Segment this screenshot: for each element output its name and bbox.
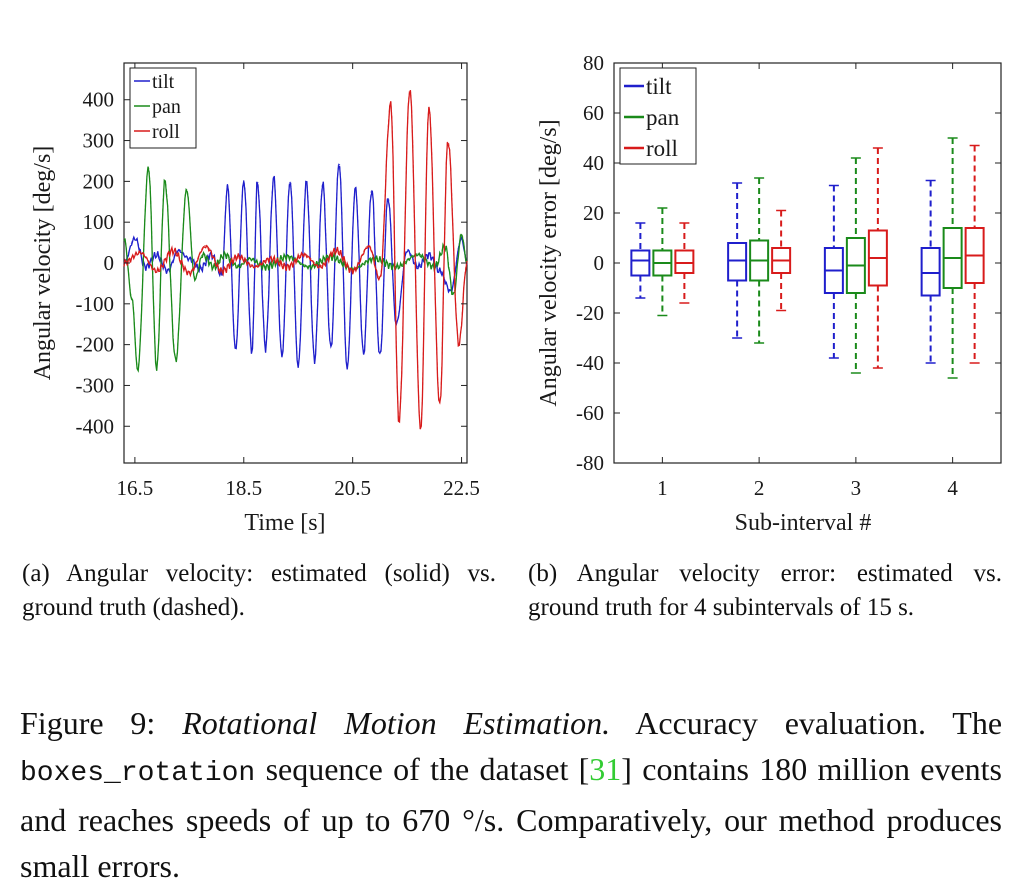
panel-b-legend: tilt pan roll [619,67,697,165]
y-tick-label: -40 [576,351,604,375]
box-tilt-interval-3 [823,184,844,359]
box-tilt-interval-2 [727,182,748,339]
box-roll-interval-3 [867,147,888,369]
y-tick-label: -60 [576,401,604,425]
y-tick-label: -20 [576,301,604,325]
x-tick-label: 4 [947,476,958,500]
y-tick-label: -100 [76,292,115,316]
y-tick-label: 20 [583,201,604,225]
caption-label: Figure 9: [20,705,156,741]
panel-a-ylabel: Angular velocity [deg/s] [30,146,56,381]
y-tick-label: -400 [76,414,115,438]
panel-a-line-chart: 16.5 18.5 20.5 22.5 400 300 200 100 0 -100 -200 -3… [30,62,480,536]
y-tick-label: 40 [583,151,604,175]
legend-label-pan: pan [646,105,680,130]
legend-label-roll: roll [152,121,180,143]
legend-label-tilt: tilt [646,74,672,99]
box-iqr [920,247,941,297]
panel-a-y-ticks: 400 300 200 100 0 -100 -200 -300 -400 [76,88,467,438]
y-tick-label: 80 [583,51,604,75]
caption-text-2: sequence of the dataset [ [265,751,590,787]
box-iqr [630,249,651,277]
x-tick-label: 18.5 [225,476,262,500]
subcaption-a: (a) Angular velocity: estimated (solid) … [22,560,496,621]
legend-label-tilt: tilt [152,71,175,93]
caption-text-1: Accuracy evaluation. The [635,705,1003,741]
series-roll-estimated-line [123,90,468,430]
box-iqr [727,242,748,282]
box-iqr [674,249,695,274]
x-tick-label: 16.5 [117,476,154,500]
panel-b-boxes-group [630,137,985,379]
panel-b-xlabel: Sub-interval # [735,510,872,536]
caption-sequence-name: boxes_rotation [20,758,256,789]
panel-b-y-ticks: 80 60 40 20 0 -20 -40 -60 -80 [576,51,1001,475]
box-tilt-interval-1 [630,222,651,299]
panel-a-legend: tilt pan roll [129,67,197,149]
box-pan-interval-4 [942,137,963,379]
x-tick-label: 1 [657,476,668,500]
panel-a-xlabel: Time [s] [244,510,325,536]
caption-citation-link[interactable]: 31 [589,751,622,787]
y-tick-label: 0 [594,251,605,275]
x-tick-label: 3 [851,476,862,500]
caption-text-3: ] contains 180 million events and reache… [20,751,1003,884]
panel-b-box-chart: 1 2 3 4 80 60 40 20 0 -20 -40 -60 -80 Sub-interval … [536,51,1002,536]
x-tick-label: 22.5 [443,476,480,500]
box-pan-interval-2 [749,177,770,344]
box-roll-interval-2 [771,209,792,312]
legend-label-roll: roll [646,136,678,161]
y-tick-label: -200 [76,333,115,357]
panel-b-x-ticks: 1 2 3 4 [657,63,958,500]
box-roll-interval-1 [674,222,695,304]
y-tick-label: 60 [583,101,604,125]
panel-a-series-group [123,88,468,430]
legend-label-pan: pan [152,96,181,118]
y-tick-label: -300 [76,373,115,397]
y-tick-label: -80 [576,451,604,475]
subcaption-b: (b) Angular velocity error: estimated vs… [528,560,1002,621]
box-tilt-interval-4 [920,179,941,364]
figure-caption: Figure 9: Rotational Motion Estimation. … [20,700,1002,889]
caption-title: Rotational Motion Estimation. [182,705,611,741]
x-tick-label: 20.5 [334,476,371,500]
x-tick-label: 2 [754,476,765,500]
box-pan-interval-3 [845,157,866,374]
y-tick-label: 100 [83,210,115,234]
series-tilt-estimated-line [123,165,468,370]
y-tick-label: 200 [83,169,115,193]
box-roll-interval-4 [964,144,985,364]
box-pan-interval-1 [652,207,673,317]
y-tick-label: 300 [83,129,115,153]
panel-b-ylabel: Angular velocity error [deg/s] [536,119,562,406]
y-tick-label: 400 [83,88,115,112]
panel-a-x-ticks: 16.5 18.5 20.5 22.5 [117,63,480,500]
y-tick-label: 0 [104,251,115,275]
